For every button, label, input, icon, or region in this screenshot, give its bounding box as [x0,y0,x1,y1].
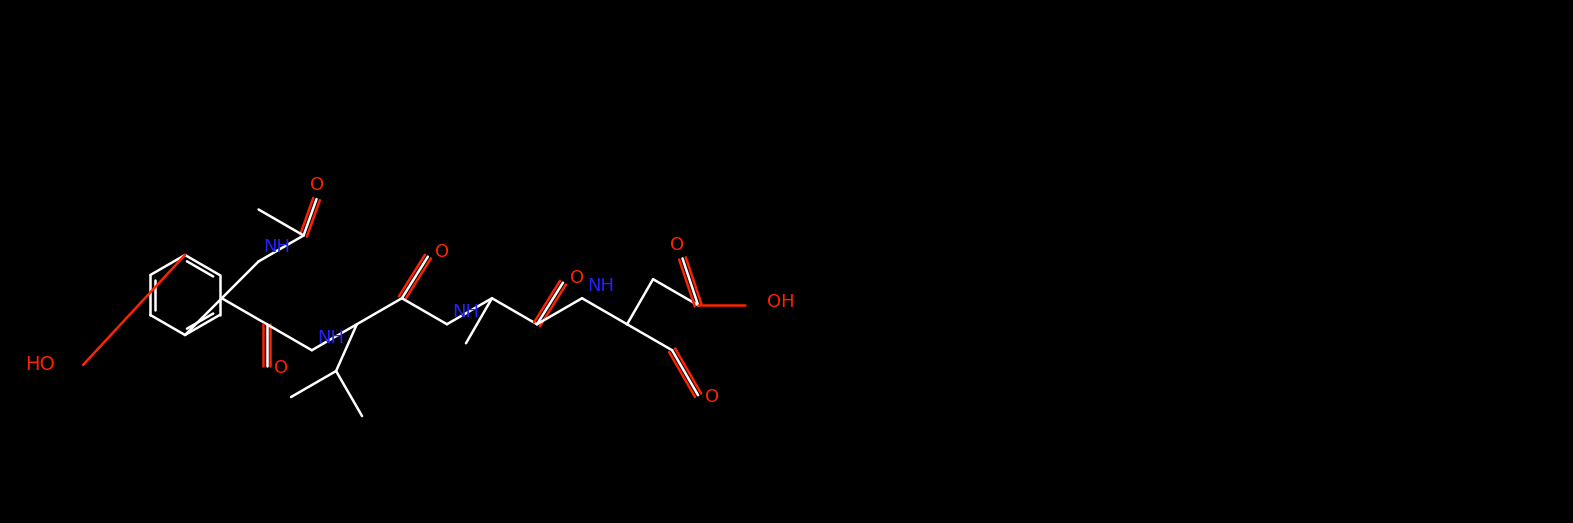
Text: NH: NH [587,277,613,295]
Text: O: O [705,388,719,406]
Text: O: O [569,269,584,287]
Text: NH: NH [264,238,291,256]
Text: O: O [434,243,448,260]
Text: OH: OH [768,293,794,311]
Text: HO: HO [25,356,55,374]
Text: O: O [274,359,288,377]
Text: O: O [670,236,684,254]
Text: NH: NH [316,329,344,347]
Text: O: O [310,176,324,194]
Text: NH: NH [451,303,478,321]
